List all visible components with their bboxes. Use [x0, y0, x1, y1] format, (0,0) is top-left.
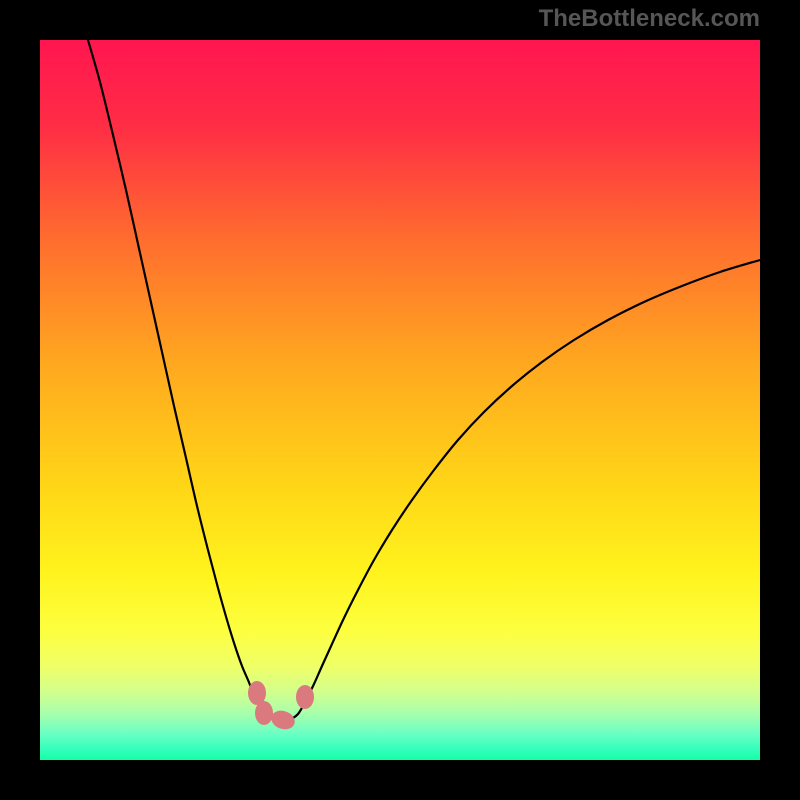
chart-container: TheBottleneck.com [0, 0, 800, 800]
watermark-text: TheBottleneck.com [539, 5, 760, 33]
gradient-plot-area [40, 40, 760, 760]
